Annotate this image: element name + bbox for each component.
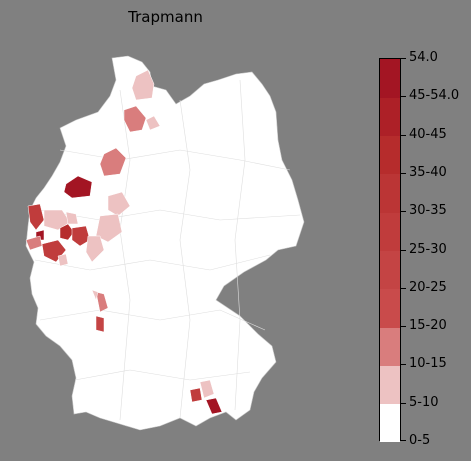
colorbar-label: 20-25: [409, 279, 447, 295]
region-hamburg-east: [145, 115, 161, 131]
map-title: Trapmann: [128, 8, 203, 26]
colorbar-label: 30-35: [409, 203, 447, 219]
colorbar-tick: [401, 172, 406, 174]
colorbar-tick: [401, 134, 406, 136]
colorbar-label: 5-10: [409, 394, 439, 410]
germany-outline: [25, 55, 305, 431]
colorbar-segment: [380, 403, 400, 443]
colorbar-label: 54.0: [409, 50, 438, 65]
colorbar-segment: [380, 327, 400, 366]
region-westphalia-east: [95, 213, 123, 243]
region-aachen: [25, 235, 43, 251]
colorbar-label: 45-54.0: [409, 88, 460, 104]
region-siegen: [57, 253, 69, 267]
colorbar-label: 15-20: [409, 318, 447, 334]
colorbar-segment: [380, 135, 400, 175]
region-lower-rhine: [27, 203, 45, 231]
region-mannheim: [95, 291, 109, 313]
region-emsland: [99, 147, 127, 177]
colorbar-label: 10-15: [409, 356, 447, 372]
colorbar-segment: [380, 288, 400, 328]
colorbar: [379, 58, 401, 443]
district-borders: [34, 79, 301, 421]
colorbar-tick: [401, 211, 406, 213]
region-muenster: [63, 175, 93, 199]
colorbar-segment: [380, 173, 400, 213]
region-westphalia-south: [107, 191, 131, 217]
region-munich-south: [189, 387, 203, 403]
colorbar-tick: [401, 326, 406, 328]
colorbar-tick: [401, 58, 406, 59]
highlighted-districts: [25, 69, 223, 415]
colorbar-label: 0-5: [409, 433, 431, 448]
region-rosenheim: [205, 397, 223, 415]
colorbar-tick: [401, 96, 406, 98]
colorbar-segment: [380, 97, 400, 137]
germany-map: [25, 55, 305, 431]
region-bonn: [85, 235, 105, 263]
colorbar-segment: [380, 250, 400, 290]
region-hamburg: [123, 105, 147, 133]
colorbar-tick: [401, 287, 406, 289]
colorbar-tick: [401, 249, 406, 251]
region-upper-bavaria: [199, 379, 215, 399]
colorbar-segment: [380, 212, 400, 251]
region-schleswig-north: [131, 69, 155, 101]
colorbar-tick: [401, 364, 406, 366]
colorbar-segment: [380, 59, 400, 98]
region-karlsruhe: [95, 315, 105, 333]
region-mannheim-west: [91, 289, 99, 301]
region-cologne: [71, 225, 91, 247]
colorbar-tick: [401, 440, 406, 441]
region-ruhr-east: [65, 211, 79, 225]
colorbar-label: 35-40: [409, 164, 447, 180]
colorbar-segment: [380, 365, 400, 405]
colorbar-label: 40-45: [409, 126, 447, 142]
colorbar-tick: [401, 402, 406, 404]
colorbar-label: 25-30: [409, 241, 447, 257]
region-wuppertal: [59, 223, 75, 241]
